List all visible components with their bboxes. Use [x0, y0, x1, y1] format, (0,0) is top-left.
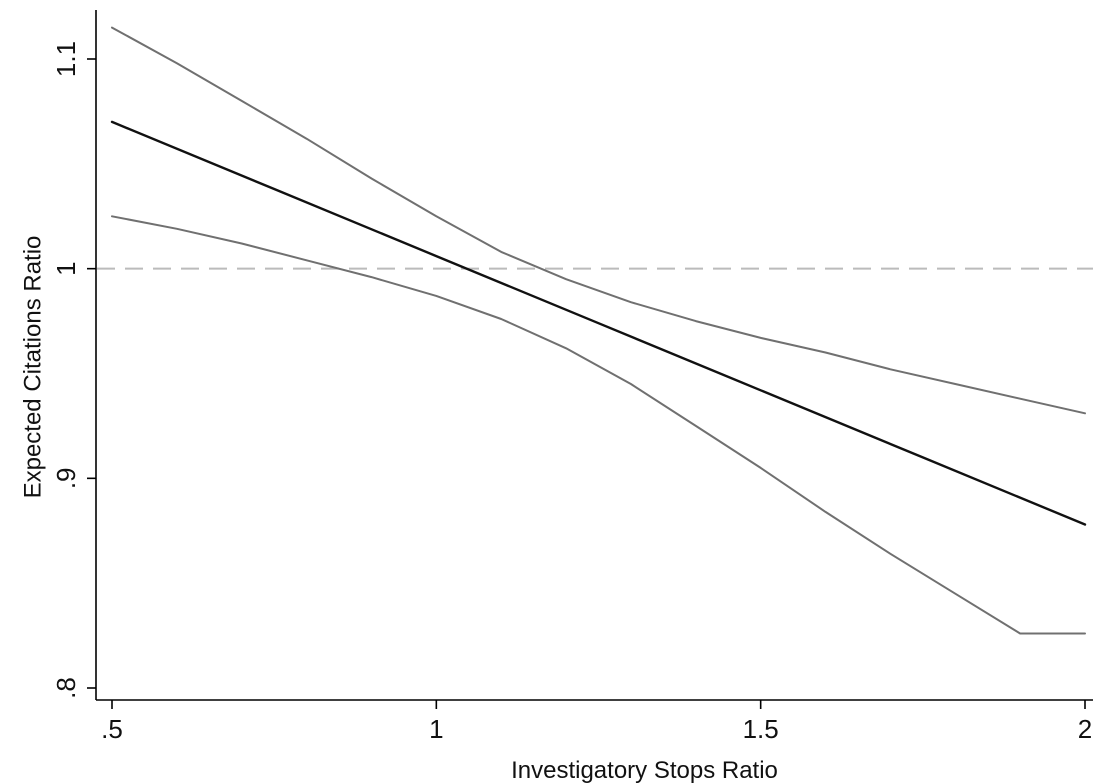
y-axis-title: Expected Citations Ratio — [19, 236, 46, 499]
ticks: .5 1 1.5 2 .8 .9 1 1.1 — [51, 41, 1092, 744]
y-tick-label: .9 — [51, 467, 81, 489]
x-axis-title: Investigatory Stops Ratio — [511, 757, 778, 783]
x-tick-label: 2 — [1078, 714, 1092, 744]
y-tick-label: 1 — [51, 261, 81, 275]
y-tick-label: .8 — [51, 677, 81, 699]
axes — [95, 10, 1093, 701]
upper-ci-line — [111, 26, 1086, 415]
lower-ci-line — [111, 215, 1086, 635]
plot-area — [97, 26, 1093, 635]
x-tick-label: 1.5 — [743, 714, 779, 744]
x-tick-label: 1 — [429, 714, 443, 744]
estimate-line — [110, 120, 1087, 526]
x-tick-label: .5 — [101, 714, 123, 744]
y-tick-label: 1.1 — [51, 41, 81, 77]
